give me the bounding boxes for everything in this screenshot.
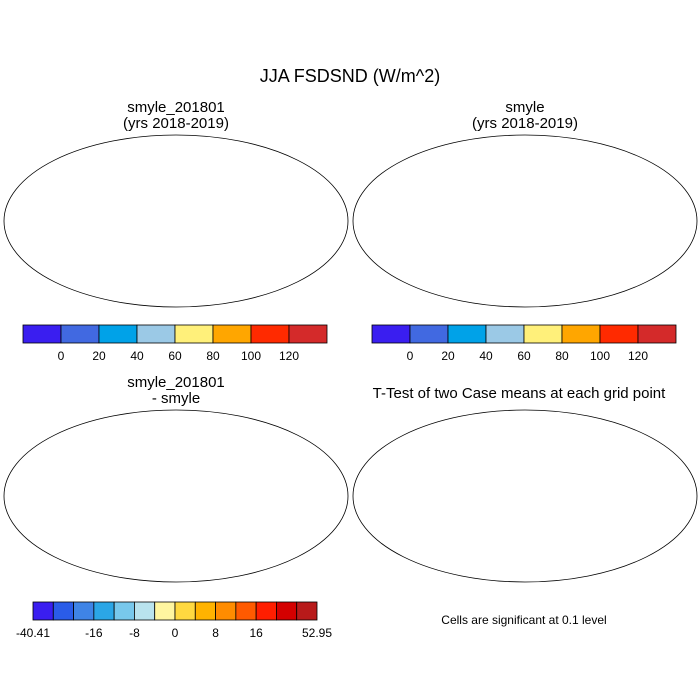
colorbar-swatch	[194, 601, 216, 621]
main-title: JJA FSDSND (W/m^2)	[260, 66, 440, 86]
colorbar-tick-label: 80	[206, 349, 220, 363]
colorbar-swatch	[296, 601, 318, 621]
panel-case2: smyle (yrs 2018-2019)	[352, 99, 698, 311]
colorbar-swatch	[523, 324, 563, 344]
colorbar-swatch	[276, 601, 298, 621]
colorbar-tick-label: 100	[241, 349, 261, 363]
colorbar-tick-label: 16	[249, 626, 263, 640]
panel-title-line2: (yrs 2018-2019)	[123, 115, 229, 132]
colorbar-tick-label: 52.95	[302, 626, 332, 640]
map-border	[3, 409, 349, 583]
panel-title-line1: T-Test of two Case means at each grid po…	[373, 385, 666, 402]
colorbar-swatch	[136, 324, 176, 344]
colorbar-tick-label: 100	[590, 349, 610, 363]
colorbar-swatch	[32, 601, 54, 621]
colorbar-swatch	[73, 601, 95, 621]
colorbar-tick-label: 60	[517, 349, 531, 363]
colorbar-tick-label: 20	[92, 349, 106, 363]
panel-title-line2: - smyle	[152, 390, 200, 407]
colorbar-swatch	[174, 601, 196, 621]
colorbar-swatch	[235, 601, 257, 621]
colorbar-tick-label: -40.41	[16, 626, 50, 640]
colorbar-tick-label: 120	[279, 349, 299, 363]
colorbar-tick-label: 20	[441, 349, 455, 363]
colorbar-swatch	[599, 324, 639, 344]
colorbar-swatch	[447, 324, 487, 344]
colorbar-case2: 0 20 40 60 80 100 120	[371, 324, 677, 363]
colorbar-swatch	[561, 324, 601, 344]
colorbar-tick-label: -8	[129, 626, 140, 640]
map-border	[3, 134, 349, 308]
panel-title-line1: smyle	[505, 99, 544, 116]
colorbar-swatch	[288, 324, 328, 344]
colorbar-swatch	[485, 324, 525, 344]
colorbar-swatch	[215, 601, 237, 621]
map-case2	[353, 135, 697, 311]
colorbar-swatch	[371, 324, 411, 344]
colorbar-case1: 0 20 40 60 80 100 120	[22, 324, 328, 363]
colorbar-swatch	[98, 324, 138, 344]
colorbar-tick-label: 40	[130, 349, 144, 363]
colorbar-swatch	[174, 324, 214, 344]
panel-difference: smyle_201801 - smyle	[3, 374, 349, 586]
colorbar-swatch	[154, 601, 176, 621]
colorbar-swatch	[60, 324, 100, 344]
significance-note: Cells are significant at 0.1 level	[441, 613, 606, 627]
colorbar-swatch	[113, 601, 135, 621]
colorbar-tick-label: 0	[58, 349, 65, 363]
panel-case1: smyle_201801 (yrs 2018-2019)	[3, 99, 349, 311]
colorbar-tick-label: 0	[407, 349, 414, 363]
colorbar-tick-label: -16	[85, 626, 103, 640]
colorbar-swatch	[250, 324, 290, 344]
map-border	[352, 409, 698, 583]
colorbar-tick-label: 0	[172, 626, 179, 640]
map-difference	[4, 410, 348, 586]
panel-title-line1: smyle_201801	[127, 99, 225, 116]
colorbar-tick-label: 120	[628, 349, 648, 363]
map-case1	[4, 135, 348, 311]
colorbar-tick-label: 60	[168, 349, 182, 363]
map-border	[352, 134, 698, 308]
colorbar-swatch	[134, 601, 156, 621]
panel-title-line2: (yrs 2018-2019)	[472, 115, 578, 132]
colorbar-swatch	[255, 601, 277, 621]
panel-title-line1: smyle_201801	[127, 374, 225, 391]
colorbar-tick-label: 40	[479, 349, 493, 363]
map-ttest	[353, 410, 697, 586]
colorbar-tick-label: 80	[555, 349, 569, 363]
colorbar-swatch	[22, 324, 62, 344]
colorbar-swatch	[212, 324, 252, 344]
colorbar-difference: -40.41 -16 -8 0 8 16 52.95	[16, 601, 332, 640]
colorbar-swatch	[52, 601, 74, 621]
colorbar-swatch	[409, 324, 449, 344]
panel-ttest: T-Test of two Case means at each grid po…	[352, 385, 698, 627]
colorbar-swatch	[93, 601, 115, 621]
colorbar-swatch	[637, 324, 677, 344]
colorbar-tick-label: 8	[212, 626, 219, 640]
